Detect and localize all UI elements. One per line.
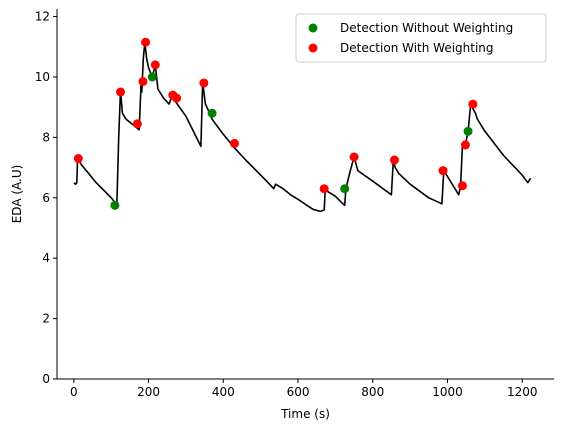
with-weighting-point	[73, 154, 83, 164]
with-weighting-point	[116, 87, 126, 97]
axes: 0 200 400 600 800 1000 1200 0 2 4 6 8 10 12 Time (s)…	[10, 9, 554, 421]
legend-entries: Detection Without Weighting Detection Wit…	[308, 21, 513, 55]
with-weighting-point	[349, 152, 359, 162]
x-tick-label: 0	[70, 385, 78, 399]
x-axis-label: Time (s)	[280, 407, 330, 421]
y-tick-label: 4	[42, 251, 50, 265]
with-weighting-point	[389, 155, 399, 165]
legend-marker	[308, 43, 318, 53]
without-weighting-point	[147, 72, 157, 82]
y-axis-ticks: 0 2 4 6 8 10 12	[35, 10, 57, 386]
x-tick-label: 200	[137, 385, 160, 399]
x-tick-label: 1000	[432, 385, 463, 399]
with-weighting-point	[319, 184, 329, 194]
legend-marker	[308, 23, 318, 33]
x-axis-ticks: 0 200 400 600 800 1000 1200	[70, 379, 538, 399]
y-axis-label: EDA (A.U)	[10, 165, 24, 224]
with-weighting-point	[199, 78, 209, 88]
with-weighting-point	[172, 93, 182, 103]
with-weighting-point	[460, 140, 470, 150]
x-tick-label: 600	[287, 385, 310, 399]
with-weighting-point	[150, 60, 160, 70]
with-weighting-point	[138, 76, 148, 86]
plot-area	[73, 37, 532, 213]
y-tick-label: 8	[42, 130, 50, 144]
legend-label: Detection Without Weighting	[340, 21, 513, 35]
y-tick-label: 0	[42, 372, 50, 386]
y-tick-label: 10	[35, 70, 50, 84]
with-weighting-point	[230, 138, 239, 148]
eda-signal-line	[73, 41, 532, 213]
x-tick-label: 1200	[507, 385, 538, 399]
x-tick-label: 800	[361, 385, 384, 399]
without-weighting-point	[110, 200, 120, 210]
without-weighting-point	[340, 184, 350, 194]
with-weighting-point	[132, 119, 142, 129]
x-tick-label: 400	[212, 385, 235, 399]
with-weighting-point	[468, 99, 478, 109]
without-weighting-point	[207, 108, 217, 118]
legend-label: Detection With Weighting	[340, 41, 494, 55]
with-weighting-point	[457, 181, 467, 191]
detection-markers	[73, 37, 478, 210]
with-weighting-point	[438, 166, 448, 176]
y-tick-label: 12	[35, 10, 50, 24]
legend: Detection Without Weighting Detection Wit…	[295, 13, 547, 63]
legend-box	[295, 13, 547, 63]
y-tick-label: 6	[42, 191, 50, 205]
y-tick-label: 2	[42, 312, 50, 326]
with-weighting-point	[141, 37, 151, 47]
without-weighting-point	[463, 126, 473, 136]
